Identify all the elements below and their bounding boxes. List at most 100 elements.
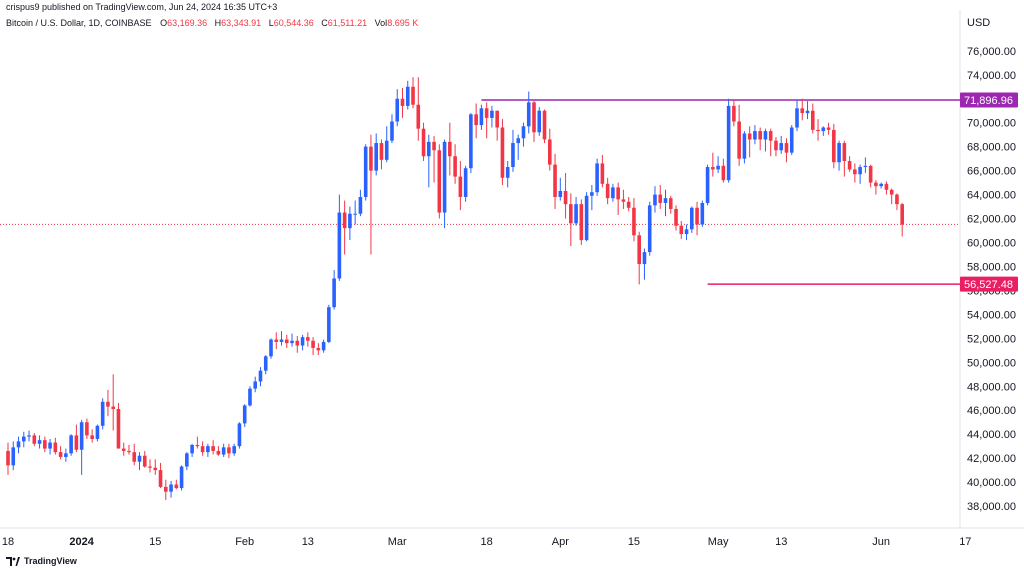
candle-body — [632, 207, 636, 236]
candle-body — [206, 446, 210, 453]
low-label: L — [268, 18, 274, 28]
candle-body — [768, 131, 773, 141]
candle-body — [837, 143, 841, 163]
support-price-tag — [960, 276, 1018, 292]
candle-body — [637, 235, 641, 265]
candle-body — [227, 447, 231, 454]
candle-body — [27, 435, 31, 437]
x-tick-label: 13 — [302, 536, 314, 548]
candle-body — [174, 484, 179, 489]
candle-body — [626, 201, 631, 208]
candle-body — [169, 484, 173, 492]
symbol-label: Bitcoin / U.S. Dollar, 1D, COINBASE — [6, 18, 152, 28]
candle-body — [158, 470, 163, 487]
candle-body — [453, 156, 457, 177]
candle-body — [85, 422, 89, 436]
footer: TradingView — [6, 556, 77, 566]
candle-body — [237, 423, 242, 447]
y-tick-label: 62,000.00 — [967, 214, 1016, 226]
candle-body — [37, 440, 42, 444]
candle-body — [553, 164, 557, 197]
x-tick-label: 15 — [628, 536, 640, 548]
candle-body — [605, 183, 610, 199]
footer-brand: TradingView — [24, 556, 77, 566]
x-tick-label: Jun — [872, 536, 890, 548]
candle-body — [106, 401, 110, 407]
candle-body — [705, 167, 710, 203]
high-value: 63,343.91 — [221, 18, 262, 28]
candle-body — [74, 435, 79, 450]
time-axis[interactable]: 18 2024 15 Feb 13 Mar 18 Apr 15 May 13 Jun 17 — [2, 536, 972, 548]
candle-body — [858, 167, 862, 175]
candle-body — [479, 108, 484, 126]
close-label: C — [321, 18, 328, 28]
candle-body — [48, 442, 52, 449]
candle-body — [590, 192, 594, 196]
candle-body — [574, 204, 578, 224]
candle-body — [526, 102, 531, 127]
y-tick-label: 74,000.00 — [967, 70, 1016, 82]
candle-body — [569, 204, 573, 224]
candle-body — [321, 341, 326, 351]
y-tick-label: 50,000.00 — [967, 357, 1016, 369]
candle-body — [374, 143, 378, 171]
candle-body — [284, 339, 289, 344]
candle-body — [832, 129, 836, 163]
candle-body — [190, 444, 194, 454]
candle-body — [690, 207, 694, 230]
x-tick-label: 17 — [959, 536, 971, 548]
horizontal-levels[interactable] — [0, 99, 960, 285]
x-tick-label: Apr — [552, 536, 569, 548]
candle-body — [137, 455, 142, 462]
candle-body — [16, 441, 21, 448]
y-tick-label: 70,000.00 — [967, 118, 1016, 130]
open-value: 63,169.36 — [167, 18, 208, 28]
candle-body — [411, 86, 415, 105]
candle-body — [469, 114, 473, 169]
candle-body — [95, 425, 100, 439]
tradingview-logo-icon — [6, 556, 20, 566]
candle-body — [58, 452, 63, 457]
candle-body — [826, 127, 831, 130]
candle-body — [879, 183, 883, 187]
candle-body — [148, 466, 152, 468]
candle-body — [437, 150, 442, 213]
candle-body — [179, 466, 184, 489]
candle-body — [337, 212, 342, 279]
candle-body — [789, 127, 794, 153]
candle-body — [216, 450, 221, 455]
candle-body — [532, 102, 536, 133]
candle-body — [64, 453, 68, 457]
candle-body — [653, 194, 657, 206]
candle-body — [127, 450, 131, 453]
candle-body — [269, 339, 273, 357]
x-tick-label: Feb — [235, 536, 254, 548]
candle-body — [43, 440, 47, 449]
candle-body — [474, 114, 478, 126]
candle-body — [421, 128, 426, 157]
candle-body — [258, 370, 263, 382]
candle-body — [700, 202, 705, 225]
candle-body — [679, 225, 684, 235]
y-tick-label: 68,000.00 — [967, 142, 1016, 154]
candle-body — [579, 204, 584, 241]
candle-body — [358, 196, 363, 214]
candle-body — [353, 213, 357, 215]
candle-body — [442, 141, 447, 213]
x-tick-label: 15 — [149, 536, 161, 548]
candle-body — [11, 447, 16, 466]
candle-body — [847, 161, 852, 170]
volume-label: Vol — [374, 18, 388, 28]
candle-body — [448, 141, 452, 157]
y-tick-label: 48,000.00 — [967, 381, 1016, 393]
candle-body — [737, 121, 741, 159]
y-tick-label: 54,000.00 — [967, 309, 1016, 321]
support-price-tag-label: 56,527.48 — [964, 279, 1013, 291]
candle-body — [621, 199, 626, 202]
x-tick-label: 18 — [2, 536, 14, 548]
candle-body — [311, 340, 315, 348]
x-tick-label: 18 — [481, 536, 493, 548]
candle-body — [248, 388, 252, 406]
candle-body — [495, 110, 499, 128]
